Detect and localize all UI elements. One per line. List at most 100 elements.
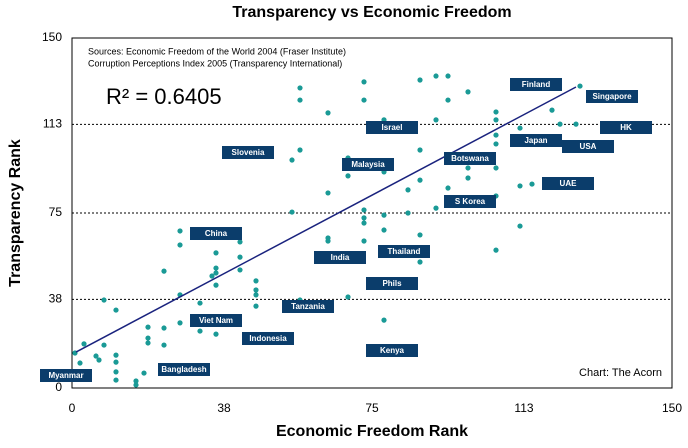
point xyxy=(381,317,387,323)
x-axis-label: Economic Freedom Rank xyxy=(276,423,468,440)
point xyxy=(445,73,451,79)
country-label-box xyxy=(342,158,394,171)
point xyxy=(517,183,523,189)
point xyxy=(197,300,203,306)
point xyxy=(345,294,351,300)
point xyxy=(325,110,331,116)
point xyxy=(445,185,451,191)
country-label: Malaysia xyxy=(351,160,385,169)
point xyxy=(445,97,451,103)
country-label-box xyxy=(444,152,496,165)
point xyxy=(237,267,243,273)
trendline xyxy=(75,86,577,353)
point xyxy=(557,121,563,127)
point xyxy=(145,340,151,346)
y-tick-label: 150 xyxy=(42,30,62,44)
point xyxy=(433,117,439,123)
country-label-box xyxy=(40,369,92,382)
x-tick-label: 75 xyxy=(365,401,379,415)
x-tick-label: 0 xyxy=(69,401,76,415)
chart-title: Transparency vs Economic Freedom xyxy=(232,4,511,21)
point xyxy=(325,238,331,244)
country-label-box xyxy=(190,227,242,240)
point xyxy=(96,357,102,363)
country-label-box xyxy=(366,344,418,357)
point xyxy=(493,247,499,253)
point xyxy=(297,85,303,91)
point xyxy=(145,335,151,341)
point xyxy=(549,107,555,113)
point xyxy=(253,287,259,293)
point xyxy=(289,209,295,215)
country-label: HK xyxy=(620,123,632,132)
point xyxy=(417,259,423,265)
country-label-box xyxy=(510,78,562,91)
point xyxy=(177,228,183,234)
country-label: Slovenia xyxy=(232,148,265,157)
point xyxy=(133,378,139,384)
point xyxy=(465,175,471,181)
country-label: Thailand xyxy=(388,247,421,256)
point xyxy=(177,242,183,248)
country-label: Indonesia xyxy=(249,334,287,343)
country-label-box xyxy=(542,177,594,190)
point xyxy=(161,325,167,331)
country-label-box xyxy=(510,134,562,147)
credit: Chart: The Acorn xyxy=(579,367,662,379)
country-label-box xyxy=(366,121,418,134)
point xyxy=(253,303,259,309)
x-tick-label: 38 xyxy=(217,401,231,415)
country-label-box xyxy=(222,146,274,159)
country-label: Israel xyxy=(382,123,403,132)
country-label-box xyxy=(190,314,242,327)
point xyxy=(577,83,583,89)
y-axis-label: Transparency Rank xyxy=(7,139,24,287)
point xyxy=(93,353,99,359)
point xyxy=(465,89,471,95)
country-label-box xyxy=(444,195,496,208)
y-tick-label: 0 xyxy=(55,380,62,394)
point xyxy=(493,109,499,115)
point xyxy=(405,187,411,193)
country-label: Viet Nam xyxy=(199,316,233,325)
point xyxy=(517,125,523,131)
point xyxy=(113,307,119,313)
point xyxy=(237,239,243,245)
country-label: China xyxy=(205,229,228,238)
country-label: UAE xyxy=(560,179,578,188)
point xyxy=(237,254,243,260)
point xyxy=(493,132,499,138)
point xyxy=(297,97,303,103)
point xyxy=(381,212,387,218)
country-label: S Korea xyxy=(455,197,486,206)
country-label: Finland xyxy=(522,80,551,89)
point xyxy=(113,359,119,365)
point xyxy=(113,377,119,383)
point xyxy=(213,270,219,276)
country-label: Japan xyxy=(524,136,547,145)
point xyxy=(417,177,423,183)
source-note: Sources: Economic Freedom of the World 2… xyxy=(88,46,346,56)
y-tick-label: 38 xyxy=(49,292,63,306)
country-label: Phils xyxy=(382,279,402,288)
point xyxy=(361,207,367,213)
point xyxy=(361,79,367,85)
source-note: Corruption Perceptions Index 2005 (Trans… xyxy=(88,58,342,68)
point xyxy=(417,232,423,238)
country-label: Singapore xyxy=(592,92,632,101)
point xyxy=(417,147,423,153)
country-label-box xyxy=(158,363,210,376)
x-tick-label: 113 xyxy=(514,401,533,415)
point xyxy=(405,210,411,216)
point xyxy=(361,238,367,244)
point xyxy=(573,121,579,127)
country-label: India xyxy=(331,253,350,262)
point xyxy=(297,147,303,153)
x-tick-label: 150 xyxy=(662,401,682,415)
point xyxy=(101,342,107,348)
y-tick-label: 113 xyxy=(43,117,62,131)
country-label-box xyxy=(562,140,614,153)
country-label-box xyxy=(282,300,334,313)
country-label-box xyxy=(600,121,652,134)
